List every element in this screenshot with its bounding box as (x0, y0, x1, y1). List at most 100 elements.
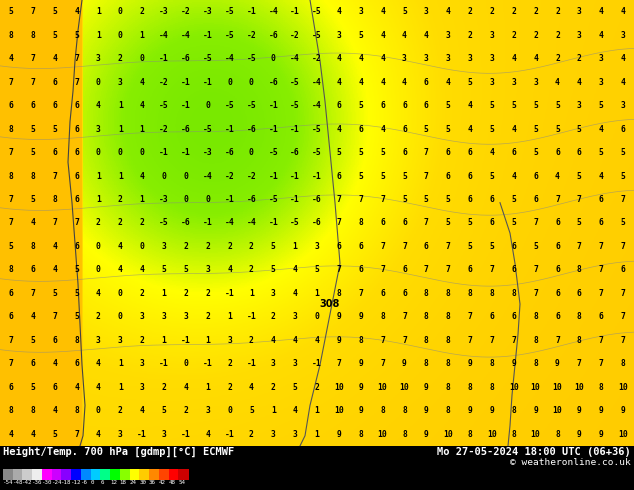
Text: 1: 1 (139, 31, 145, 40)
Text: -5: -5 (247, 54, 256, 63)
Text: -4: -4 (247, 219, 256, 227)
Text: 7: 7 (52, 172, 57, 180)
Text: 8: 8 (577, 312, 582, 321)
Text: 1: 1 (227, 312, 232, 321)
Text: 6: 6 (74, 242, 79, 251)
Text: 9: 9 (424, 383, 429, 392)
Text: 3: 3 (139, 359, 145, 368)
Text: 0: 0 (205, 101, 210, 110)
Text: 5: 5 (555, 101, 560, 110)
Text: -5: -5 (312, 31, 322, 40)
Text: 2: 2 (512, 31, 516, 40)
Text: 30: 30 (139, 481, 146, 486)
Text: 6: 6 (577, 289, 582, 298)
Text: 4: 4 (512, 124, 516, 134)
Bar (178, 469, 188, 480)
Text: 5: 5 (468, 77, 472, 87)
Text: 2: 2 (118, 195, 122, 204)
Text: 7: 7 (380, 242, 385, 251)
Text: 5: 5 (621, 219, 626, 227)
Text: 7: 7 (8, 336, 13, 345)
Text: -6: -6 (268, 77, 278, 87)
Text: 3: 3 (489, 54, 495, 63)
Text: 6: 6 (512, 148, 516, 157)
Text: 3: 3 (358, 7, 363, 16)
Text: 3: 3 (96, 54, 101, 63)
Text: 7: 7 (74, 54, 79, 63)
Text: 6: 6 (30, 359, 36, 368)
Text: 9: 9 (468, 359, 472, 368)
Text: 10: 10 (531, 383, 541, 392)
Text: 8: 8 (468, 383, 472, 392)
Text: 2: 2 (227, 242, 232, 251)
Text: 3: 3 (489, 77, 495, 87)
Text: 8: 8 (380, 312, 385, 321)
Text: 2: 2 (271, 312, 276, 321)
Text: 8: 8 (402, 406, 407, 415)
Text: 0: 0 (314, 312, 320, 321)
Text: 4: 4 (96, 101, 101, 110)
Text: 3: 3 (96, 124, 101, 134)
Text: 4: 4 (512, 172, 516, 180)
Bar (3, 469, 13, 480)
Text: 6: 6 (402, 266, 407, 274)
Text: 7: 7 (533, 219, 538, 227)
Text: 0: 0 (118, 289, 122, 298)
Text: -1: -1 (268, 172, 278, 180)
Text: 4: 4 (358, 77, 363, 87)
Text: 3: 3 (271, 430, 276, 439)
Text: 8: 8 (446, 289, 451, 298)
Text: 1: 1 (249, 289, 254, 298)
Text: 7: 7 (555, 195, 560, 204)
Text: 6: 6 (52, 148, 57, 157)
Text: -2: -2 (181, 7, 191, 16)
Text: 5: 5 (314, 266, 320, 274)
Text: -18: -18 (61, 481, 72, 486)
Text: 0: 0 (227, 406, 232, 415)
Text: 5: 5 (249, 406, 254, 415)
Text: 7: 7 (380, 195, 385, 204)
Text: 6: 6 (424, 101, 429, 110)
Text: 1: 1 (118, 359, 122, 368)
Text: 7: 7 (489, 336, 495, 345)
Text: 5: 5 (402, 172, 407, 180)
Text: 7: 7 (577, 242, 582, 251)
Text: 8: 8 (446, 359, 451, 368)
Text: 6: 6 (598, 312, 604, 321)
Text: -5: -5 (159, 101, 169, 110)
Text: 2: 2 (183, 406, 188, 415)
Text: 5: 5 (512, 219, 516, 227)
Text: 5: 5 (533, 242, 538, 251)
Text: 2: 2 (139, 219, 145, 227)
Text: 5: 5 (489, 242, 495, 251)
Text: -2: -2 (159, 124, 169, 134)
Text: 8: 8 (598, 383, 604, 392)
Text: 0: 0 (118, 312, 122, 321)
Text: 5: 5 (489, 124, 495, 134)
Text: 2: 2 (139, 7, 145, 16)
Text: 7: 7 (30, 77, 36, 87)
Text: 24: 24 (129, 481, 136, 486)
Text: 8: 8 (446, 406, 451, 415)
Text: 4: 4 (598, 7, 604, 16)
Text: 1: 1 (118, 383, 122, 392)
Text: 7: 7 (380, 359, 385, 368)
Text: 4: 4 (468, 101, 472, 110)
Text: -5: -5 (268, 195, 278, 204)
Text: 0: 0 (91, 481, 94, 486)
Text: -1: -1 (290, 195, 300, 204)
Text: 0: 0 (96, 242, 101, 251)
Text: 9: 9 (337, 430, 341, 439)
Text: 6: 6 (402, 289, 407, 298)
Text: 8: 8 (30, 172, 36, 180)
Text: 8: 8 (8, 172, 13, 180)
Text: 6: 6 (380, 219, 385, 227)
Text: 10: 10 (574, 383, 584, 392)
Text: 8: 8 (621, 359, 626, 368)
Text: 6: 6 (402, 148, 407, 157)
Text: 0: 0 (118, 7, 122, 16)
Text: 6: 6 (30, 101, 36, 110)
Text: 4: 4 (183, 383, 188, 392)
Text: 7: 7 (402, 242, 407, 251)
Text: -12: -12 (71, 481, 82, 486)
